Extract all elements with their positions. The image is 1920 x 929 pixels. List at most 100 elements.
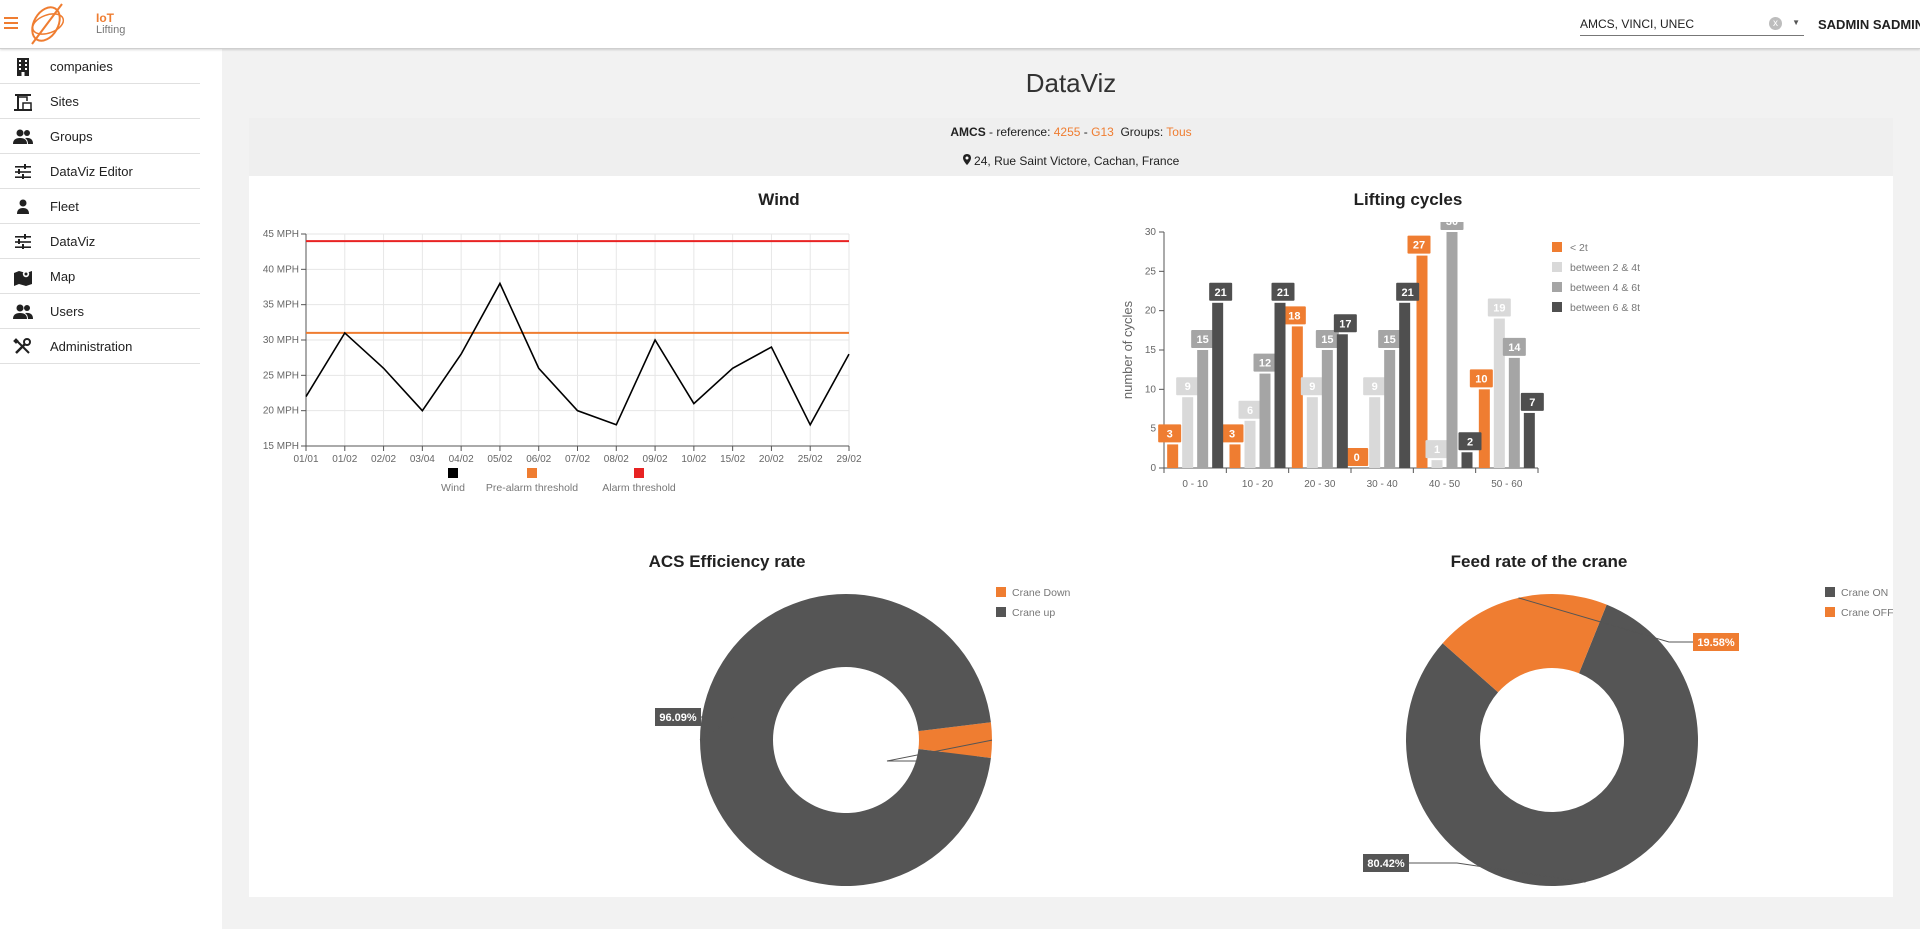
groups-value: Tous [1166,125,1192,139]
y-tick-label: 20 MPH [263,406,299,417]
sidebar-item-label: Groups [50,129,93,144]
data-label-box [1469,369,1493,388]
site-reference-line: AMCS - reference: 4255 - G13 Groups: Tou… [249,125,1893,139]
data-label-box [1238,400,1262,419]
clear-icon[interactable]: x [1769,17,1782,30]
bar [1431,460,1443,468]
data-label: 21 [1402,287,1414,299]
legend-label: between 4 & 6t [1570,282,1640,294]
user-menu[interactable]: SADMIN SADMIN [1818,17,1920,32]
sidebar-item-administration[interactable]: Administration [0,329,200,364]
sidebar-item-companies[interactable]: companies [0,49,200,84]
sidebar-item-sites[interactable]: Sites [0,84,200,119]
logo-mark-icon [31,3,65,45]
x-tick-label: 07/02 [565,454,590,465]
bar [1259,373,1271,468]
x-tick-label: 40 - 50 [1429,479,1461,490]
legend-label: Crane ON [1841,587,1888,599]
data-label-box [1253,353,1277,372]
logo-line2: Lifting [96,24,126,36]
y-tick-label: 15 MPH [263,441,299,452]
data-label: 7 [1529,397,1535,409]
data-label: 30 [1446,222,1458,228]
app-logo[interactable]: IoT Lifting [26,2,125,46]
data-label: 19 [1493,303,1505,315]
groups-label: Groups: [1113,125,1167,139]
company-name: AMCS [950,125,986,139]
sidebar-item-fleet[interactable]: Fleet [0,189,200,224]
data-label-box [1345,448,1369,466]
x-tick-label: 09/02 [643,454,668,465]
slice-label-box [1693,633,1739,651]
data-label-box [1176,377,1200,396]
lifting-chart-title: Lifting cycles [1353,190,1463,209]
y-tick-label: 10 [1145,384,1157,395]
sliders-icon [15,164,31,179]
legend-swatch [1825,607,1835,617]
x-tick-label: 05/02 [487,454,512,465]
bar [1182,397,1194,468]
y-tick-label: 25 [1145,266,1157,277]
slice-label-leader [699,716,736,741]
data-label: 6 [1247,405,1253,417]
bar [1291,326,1303,468]
sidebar-item-groups[interactable]: Groups [0,119,200,154]
sidebar-item-dataviz[interactable]: DataViz [0,224,200,259]
y-tick-label: 25 MPH [263,370,299,381]
x-tick-label: 06/02 [526,454,551,465]
sidebar: companies Sites Groups DataViz Editor [0,49,222,929]
bar [1244,420,1256,468]
data-label: 15 [1384,334,1396,346]
data-label: 21 [1277,287,1289,299]
legend-label: Crane up [1012,607,1055,619]
data-label: 12 [1259,358,1271,370]
wind-chart-title: Wind [758,190,800,209]
wind-chart: 45 MPH 40 MPH 35 MPH 30 MPH 25 MPH 20 MPH 15 M… [263,229,862,494]
site-address: 24, Rue Saint Victore, Cachan, France [974,154,1180,168]
sidebar-item-label: DataViz [50,234,96,249]
legend-label: Pre-alarm threshold [486,482,578,494]
y-tick-label: 30 [1145,227,1157,238]
bar [1369,397,1381,468]
sidebar-item-users[interactable]: Users [0,294,200,329]
y-tick-label: 45 MPH [263,229,299,240]
y-tick-label: 0 [1150,463,1156,474]
caret-down-icon[interactable]: ▼ [1792,18,1800,27]
slice-label: 19.58% [1697,637,1735,649]
legend-label: < 2t [1570,242,1588,254]
menu-icon[interactable] [4,17,18,29]
data-label-box [1502,337,1526,356]
group-code: G13 [1091,125,1114,139]
x-tick-label: 03/04 [410,454,435,465]
y-axis-label: number of cycles [1120,300,1135,399]
data-label-box [1271,282,1295,301]
reference-label: - reference: [985,125,1054,139]
page-title: DataViz [1025,68,1117,98]
x-tick-label: 0 - 10 [1182,479,1208,490]
data-label: 2 [1467,436,1473,448]
slice [700,594,991,886]
x-tick-label: 02/02 [371,454,396,465]
bar [1321,350,1333,468]
app-header: IoT Lifting AMCS, VINCI, UNEC x ▼ SADMIN… [0,0,1920,49]
data-label-box [1407,235,1431,254]
sidebar-item-map[interactable]: Map [0,259,200,294]
bar [1306,397,1318,468]
data-label-box [1363,377,1387,396]
y-tick-label: 15 [1145,345,1157,356]
legend-swatch [1552,242,1562,252]
y-tick-label: 5 [1150,424,1156,435]
data-label-box [1440,222,1464,230]
feed-rate-chart: 80.42% 19.58% Crane ON Crane OFF [1363,587,1893,886]
bar [1446,232,1458,468]
company-select[interactable]: AMCS, VINCI, UNEC x ▼ [1580,14,1804,36]
y-tick-label: 20 [1145,306,1157,317]
sidebar-item-label: Administration [50,339,133,354]
bar [1399,302,1411,468]
slice [1406,604,1698,886]
x-tick-label: 10 - 20 [1242,479,1274,490]
x-tick-label: 20/02 [759,454,784,465]
sidebar-item-dataviz-editor[interactable]: DataViz Editor [0,154,200,189]
data-label-box [1300,377,1324,396]
data-label-box [1520,392,1544,411]
